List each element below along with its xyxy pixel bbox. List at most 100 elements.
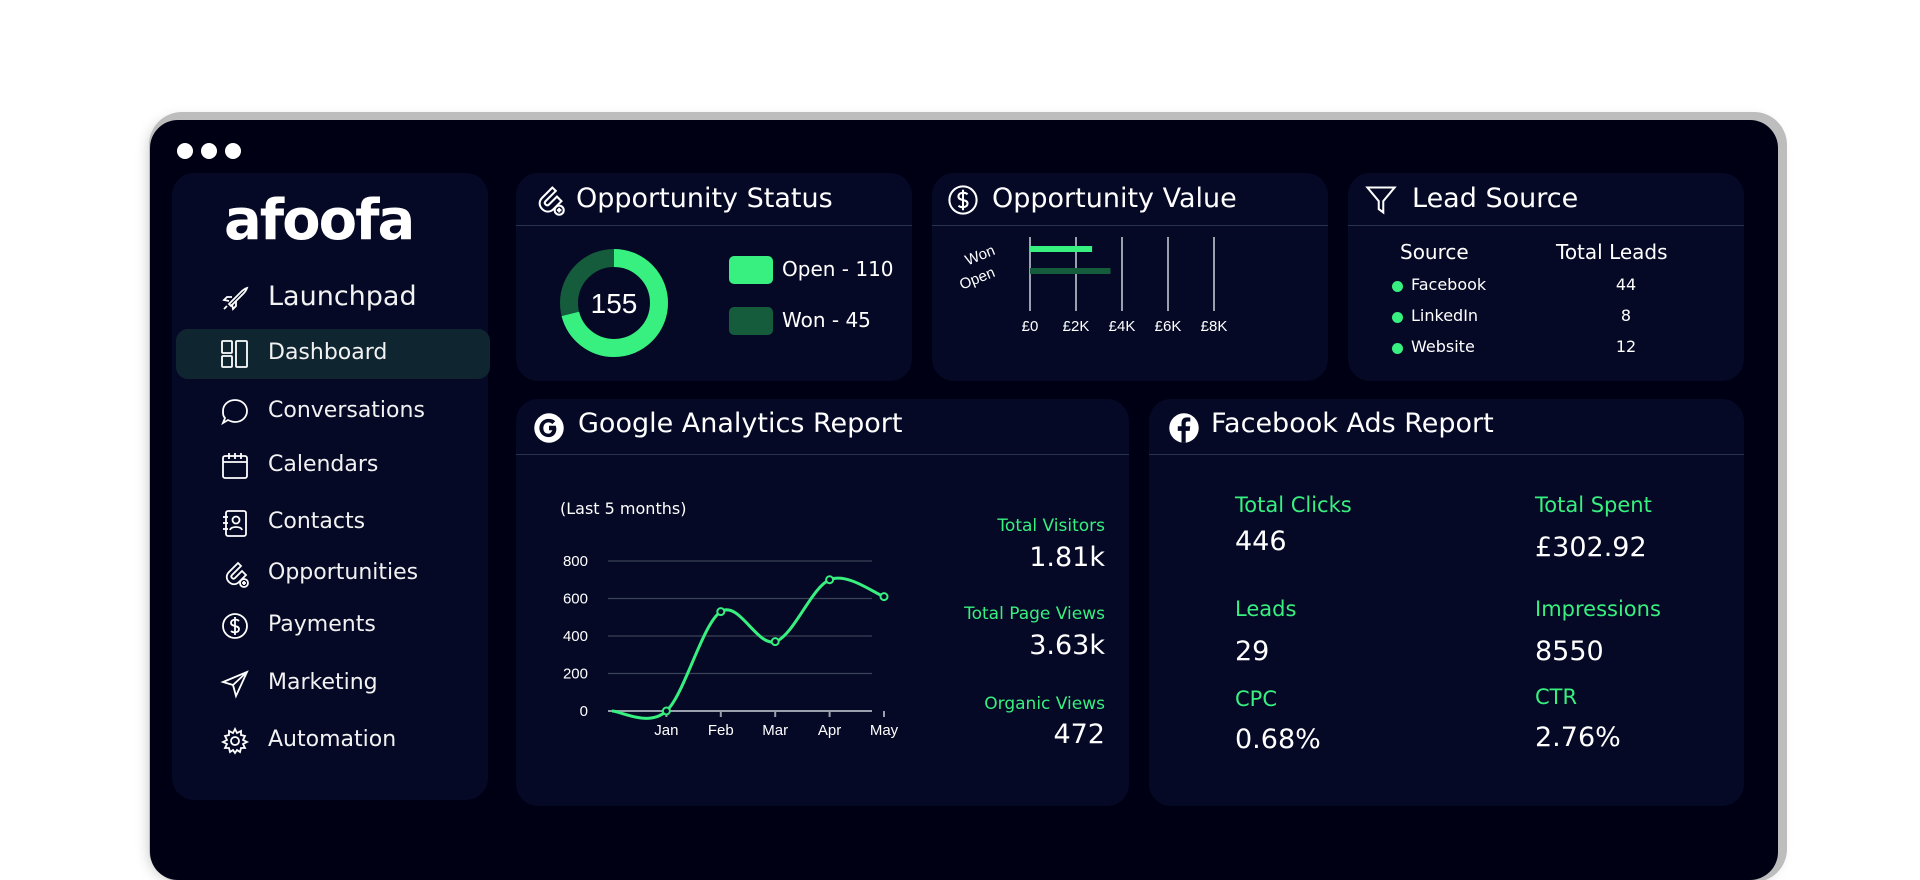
bullet-dot: [1392, 281, 1403, 292]
data-point: [770, 637, 780, 647]
table-cell-leads: 44: [1615, 275, 1637, 294]
analytics-line-chart: 0 200 400 600 800 Jan Feb Mar Apr May: [563, 553, 899, 739]
table-cell-leads: 12: [1615, 337, 1637, 356]
window-close-dot[interactable]: [177, 143, 193, 159]
card-title: Opportunity Value: [992, 183, 1237, 214]
sidebar-item-label: Marketing: [268, 670, 378, 695]
y-tick-label: 600: [563, 591, 588, 608]
metric-label-total-spent: Total Spent: [1535, 493, 1652, 517]
bullet-dot: [1392, 312, 1403, 323]
magnet-icon: [538, 186, 565, 216]
stat-value-organic-views: 472: [1053, 719, 1105, 750]
sidebar-item-calendars[interactable]: Calendars: [176, 441, 490, 491]
metric-value-impressions: 8550: [1535, 636, 1604, 667]
google-icon: [534, 413, 564, 443]
stat-label-total-visitors: Total Visitors: [997, 516, 1105, 536]
sidebar-item-label: Calendars: [268, 452, 379, 477]
contacts-book-icon: [223, 510, 247, 537]
card-title: Lead Source: [1412, 183, 1579, 214]
dollar-circle-icon: [948, 185, 978, 215]
stat-label-total-page-views: Total Page Views: [964, 604, 1105, 624]
table-cell-leads: 8: [1620, 306, 1632, 325]
donut-center-total: 155: [591, 288, 638, 319]
table-header-source: Source: [1400, 240, 1469, 264]
x-tick-label: Mar: [762, 722, 788, 739]
sidebar: [172, 173, 488, 800]
sidebar-item-conversations[interactable]: Conversations: [176, 387, 490, 437]
opportunity-value-card: Opportunity Value £0 £2K £4K £6K £8K Won Open: [932, 173, 1328, 381]
card-header: [516, 173, 912, 226]
metric-label-leads: Leads: [1235, 597, 1297, 621]
x-tick-label: £6K: [1155, 318, 1182, 335]
data-point: [879, 592, 889, 602]
x-tick-label: Apr: [818, 722, 841, 739]
x-tick-label: £0: [1022, 318, 1039, 335]
y-category-label: Won: [963, 242, 998, 269]
metric-label-total-clicks: Total Clicks: [1235, 493, 1352, 517]
stat-value-total-page-views: 3.63k: [1029, 630, 1105, 661]
card-header: [516, 399, 1129, 455]
metric-label-impressions: Impressions: [1535, 597, 1661, 621]
y-tick-label: 800: [563, 553, 588, 570]
legend-label-open: Open - 110: [782, 257, 894, 281]
sidebar-item-opportunities[interactable]: Opportunities: [176, 549, 490, 599]
sidebar-item-dashboard[interactable]: Dashboard: [176, 329, 490, 379]
period-label: (Last 5 months): [560, 499, 687, 518]
x-tick-label: Feb: [708, 722, 734, 739]
metric-value-ctr: 2.76%: [1535, 722, 1621, 753]
y-tick-label: 0: [580, 703, 588, 720]
sidebar-item-label: Conversations: [268, 398, 425, 423]
legend-swatch-won: [729, 307, 773, 335]
y-tick-label: 400: [563, 628, 588, 645]
sidebar-item-label: Launchpad: [268, 281, 417, 312]
magnet-icon: [225, 561, 249, 588]
bar-open: [1030, 268, 1111, 274]
sidebar-item-label: Automation: [268, 727, 397, 752]
dollar-circle-icon: [222, 613, 248, 639]
facebook-ads-card: Facebook Ads Report Total Clicks 446 Tot…: [1149, 399, 1744, 806]
donut-slice-open: [560, 249, 668, 357]
window-minimize-dot[interactable]: [201, 143, 217, 159]
metric-value-cpc: 0.68%: [1235, 724, 1321, 755]
stat-value-total-visitors: 1.81k: [1029, 542, 1105, 573]
lead-source-card: Lead Source Source Total Leads Facebook …: [1348, 173, 1744, 381]
facebook-icon: [1169, 413, 1199, 443]
card-title: Facebook Ads Report: [1211, 408, 1494, 439]
opportunity-status-card: Opportunity Status 155 Open - 110 Won - …: [516, 173, 912, 381]
bullet-dot: [1392, 343, 1403, 354]
send-icon: [220, 670, 249, 699]
brand-logo: afoofa: [224, 188, 415, 253]
dashboard-icon: [221, 340, 248, 368]
sidebar-item-launchpad[interactable]: Launchpad: [176, 273, 490, 323]
bar-won: [1030, 246, 1093, 252]
sidebar-item-automation[interactable]: Automation: [176, 716, 490, 766]
funnel-icon: [1365, 186, 1397, 215]
x-tick-label: £4K: [1109, 318, 1136, 335]
metric-value-total-spent: £302.92: [1535, 532, 1647, 563]
x-tick-label: May: [870, 722, 899, 739]
card-header: [1149, 399, 1744, 455]
sidebar-item-marketing[interactable]: Marketing: [176, 659, 490, 709]
metric-value-leads: 29: [1235, 636, 1270, 667]
sidebar-item-label: Contacts: [268, 509, 366, 534]
sidebar-item-payments[interactable]: Payments: [176, 601, 490, 651]
sidebar-item-contacts[interactable]: Contacts: [176, 498, 490, 548]
card-title: Google Analytics Report: [578, 408, 903, 439]
x-tick-label: Jan: [654, 722, 678, 739]
rocket-icon: [222, 286, 249, 311]
chat-bubble-icon: [221, 399, 248, 426]
table-cell-source: Facebook: [1411, 275, 1487, 294]
card-title: Opportunity Status: [576, 183, 833, 214]
y-tick-label: 200: [563, 666, 588, 683]
data-point: [716, 607, 726, 617]
sidebar-item-label: Dashboard: [268, 340, 388, 365]
metric-label-cpc: CPC: [1235, 687, 1277, 711]
window-maximize-dot[interactable]: [225, 143, 241, 159]
metric-label-ctr: CTR: [1535, 685, 1578, 709]
data-point: [825, 575, 835, 585]
table-header-total-leads: Total Leads: [1556, 240, 1668, 264]
metric-value-total-clicks: 446: [1235, 526, 1287, 557]
sidebar-item-label: Opportunities: [268, 560, 419, 585]
data-point: [661, 706, 671, 716]
